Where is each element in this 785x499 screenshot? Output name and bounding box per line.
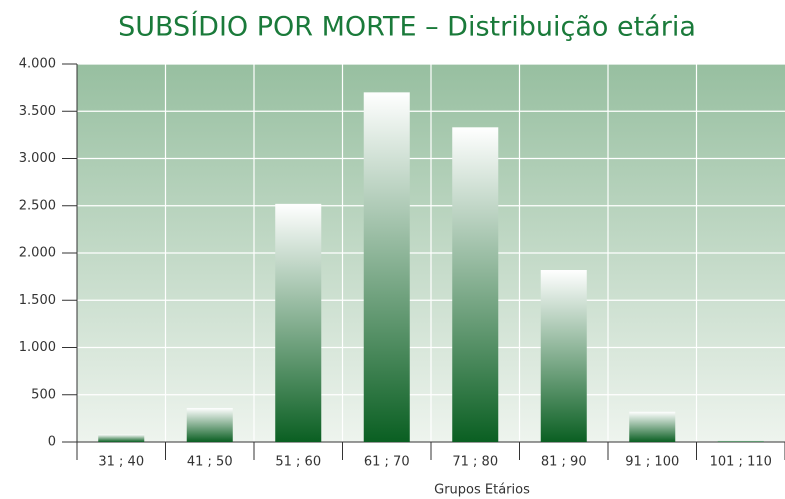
x-tick-label: 71 ; 80 <box>452 455 498 470</box>
x-tick-label: 51 ; 60 <box>275 455 321 470</box>
y-tick-label: 500 <box>31 387 56 402</box>
y-tick-label: 2.000 <box>19 246 56 261</box>
bar <box>363 92 410 442</box>
y-tick-label: 2.500 <box>19 198 56 213</box>
chart-title: SUBSÍDIO POR MORTE – Distribuição etária <box>118 11 696 43</box>
x-tick-label: 41 ; 50 <box>187 455 233 470</box>
y-tick-label: 4.000 <box>19 57 56 72</box>
y-tick-label: 0 <box>48 435 56 450</box>
x-axis-label: Grupos Etários <box>434 483 530 498</box>
bar <box>452 127 499 442</box>
x-tick-label: 61 ; 70 <box>364 455 410 470</box>
x-tick-label: 91 ; 100 <box>625 455 679 470</box>
y-tick-label: 1.500 <box>19 293 56 308</box>
x-tick-label: 31 ; 40 <box>98 455 144 470</box>
bar <box>540 270 587 442</box>
y-tick-label: 3.500 <box>19 104 56 119</box>
x-tick-label: 101 ; 110 <box>710 455 772 470</box>
bar <box>717 440 764 442</box>
bar <box>275 203 322 442</box>
bar <box>98 434 145 442</box>
x-tick-label: 81 ; 90 <box>541 455 587 470</box>
bar <box>186 407 233 442</box>
y-tick-label: 3.000 <box>19 151 56 166</box>
bar <box>629 411 676 442</box>
y-tick-label: 1.000 <box>19 340 56 355</box>
